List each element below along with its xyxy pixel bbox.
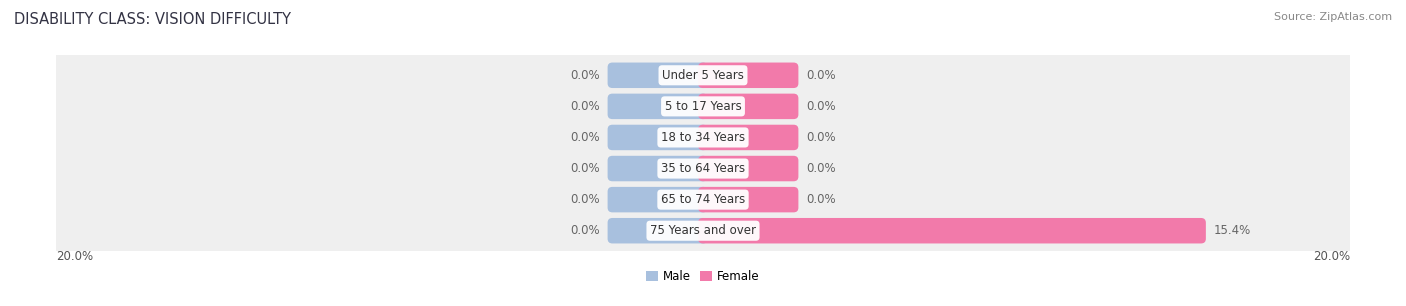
FancyBboxPatch shape [607, 62, 707, 88]
FancyBboxPatch shape [607, 187, 707, 212]
FancyBboxPatch shape [699, 187, 799, 212]
FancyBboxPatch shape [46, 117, 1360, 159]
Text: 5 to 17 Years: 5 to 17 Years [665, 100, 741, 113]
FancyBboxPatch shape [607, 94, 707, 119]
Text: 0.0%: 0.0% [807, 100, 837, 113]
FancyBboxPatch shape [607, 125, 707, 150]
FancyBboxPatch shape [46, 54, 1360, 96]
Text: 0.0%: 0.0% [569, 69, 599, 82]
Legend: Male, Female: Male, Female [641, 266, 765, 288]
Text: 0.0%: 0.0% [569, 131, 599, 144]
Text: 0.0%: 0.0% [569, 193, 599, 206]
FancyBboxPatch shape [46, 179, 1360, 221]
FancyBboxPatch shape [699, 156, 799, 181]
Text: Under 5 Years: Under 5 Years [662, 69, 744, 82]
Text: 0.0%: 0.0% [569, 162, 599, 175]
Text: 0.0%: 0.0% [807, 131, 837, 144]
FancyBboxPatch shape [699, 94, 799, 119]
Text: 18 to 34 Years: 18 to 34 Years [661, 131, 745, 144]
Text: 75 Years and over: 75 Years and over [650, 224, 756, 237]
Text: 0.0%: 0.0% [807, 193, 837, 206]
Text: 0.0%: 0.0% [569, 224, 599, 237]
Text: 0.0%: 0.0% [807, 162, 837, 175]
FancyBboxPatch shape [46, 147, 1360, 189]
Text: 35 to 64 Years: 35 to 64 Years [661, 162, 745, 175]
Text: 20.0%: 20.0% [1313, 250, 1350, 263]
FancyBboxPatch shape [46, 85, 1360, 127]
Text: DISABILITY CLASS: VISION DIFFICULTY: DISABILITY CLASS: VISION DIFFICULTY [14, 12, 291, 27]
FancyBboxPatch shape [607, 218, 707, 244]
Text: 0.0%: 0.0% [569, 100, 599, 113]
FancyBboxPatch shape [699, 62, 799, 88]
Text: Source: ZipAtlas.com: Source: ZipAtlas.com [1274, 12, 1392, 22]
Text: 65 to 74 Years: 65 to 74 Years [661, 193, 745, 206]
FancyBboxPatch shape [607, 156, 707, 181]
Text: 0.0%: 0.0% [807, 69, 837, 82]
FancyBboxPatch shape [699, 125, 799, 150]
FancyBboxPatch shape [699, 218, 1206, 244]
Text: 15.4%: 15.4% [1213, 224, 1251, 237]
FancyBboxPatch shape [46, 210, 1360, 252]
Text: 20.0%: 20.0% [56, 250, 93, 263]
